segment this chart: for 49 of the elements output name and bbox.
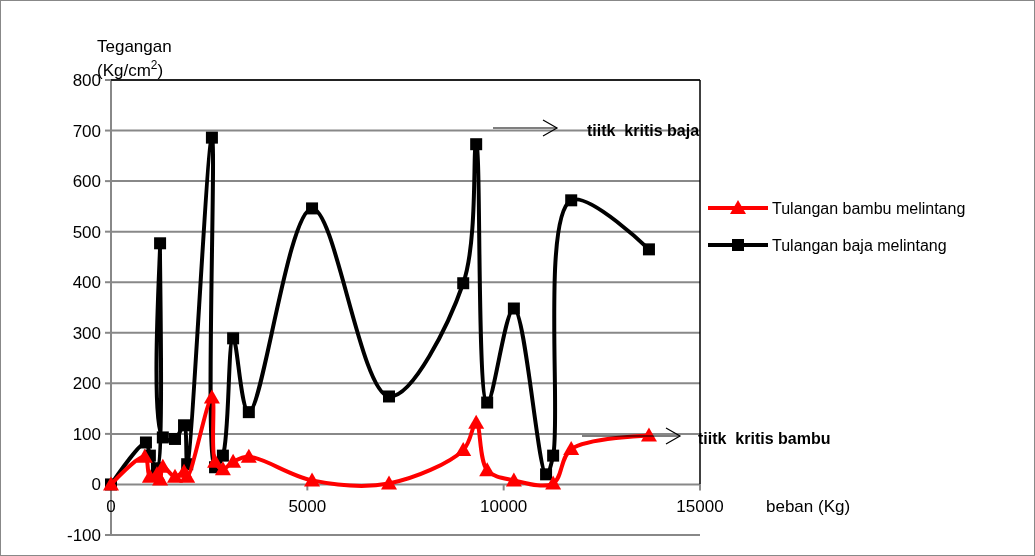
point (205, 131, 218, 144)
point (169, 432, 182, 445)
point (479, 462, 496, 477)
x-tick-label: 15000 (676, 497, 724, 517)
point (136, 448, 153, 463)
point (304, 472, 321, 487)
legend-label: Tulangan bambu melintang (772, 199, 966, 217)
point (227, 332, 240, 345)
point (507, 302, 520, 315)
point (139, 436, 152, 449)
point (216, 449, 229, 462)
point (214, 461, 231, 476)
x-tick-label: 0 (106, 497, 116, 517)
point (468, 414, 485, 429)
point (457, 277, 470, 290)
y-tick-label: 200 (72, 374, 101, 394)
point (481, 396, 494, 409)
y-tick-label: 600 (72, 172, 101, 192)
y-tick-label: 100 (72, 424, 101, 444)
point (203, 389, 220, 404)
point (306, 202, 319, 215)
point (642, 243, 655, 256)
legend-label: Tulangan baja melintang (772, 236, 947, 254)
point (240, 448, 257, 463)
point (505, 472, 522, 487)
x-tick-label: 10000 (480, 497, 528, 517)
y-tick-label: 400 (72, 273, 101, 293)
point (545, 475, 562, 490)
point (225, 453, 242, 468)
point (178, 419, 191, 432)
point (242, 406, 255, 419)
y-tick-label: 700 (72, 121, 101, 141)
y-tick-label: 500 (72, 222, 101, 242)
point (156, 431, 169, 444)
x-axis-title: beban (Kg) (766, 497, 851, 517)
point (455, 442, 472, 457)
point (154, 237, 167, 250)
y-tick-label: 0 (91, 475, 101, 495)
x-tick-label: 5000 (288, 497, 327, 517)
point (381, 475, 398, 490)
point (563, 441, 580, 456)
point (179, 468, 196, 483)
point (470, 138, 483, 151)
point (565, 194, 578, 207)
point (540, 468, 553, 481)
point (547, 449, 560, 462)
y-tick-label: -100 (66, 525, 101, 545)
y-tick-label: 300 (72, 323, 101, 343)
point (383, 390, 396, 403)
